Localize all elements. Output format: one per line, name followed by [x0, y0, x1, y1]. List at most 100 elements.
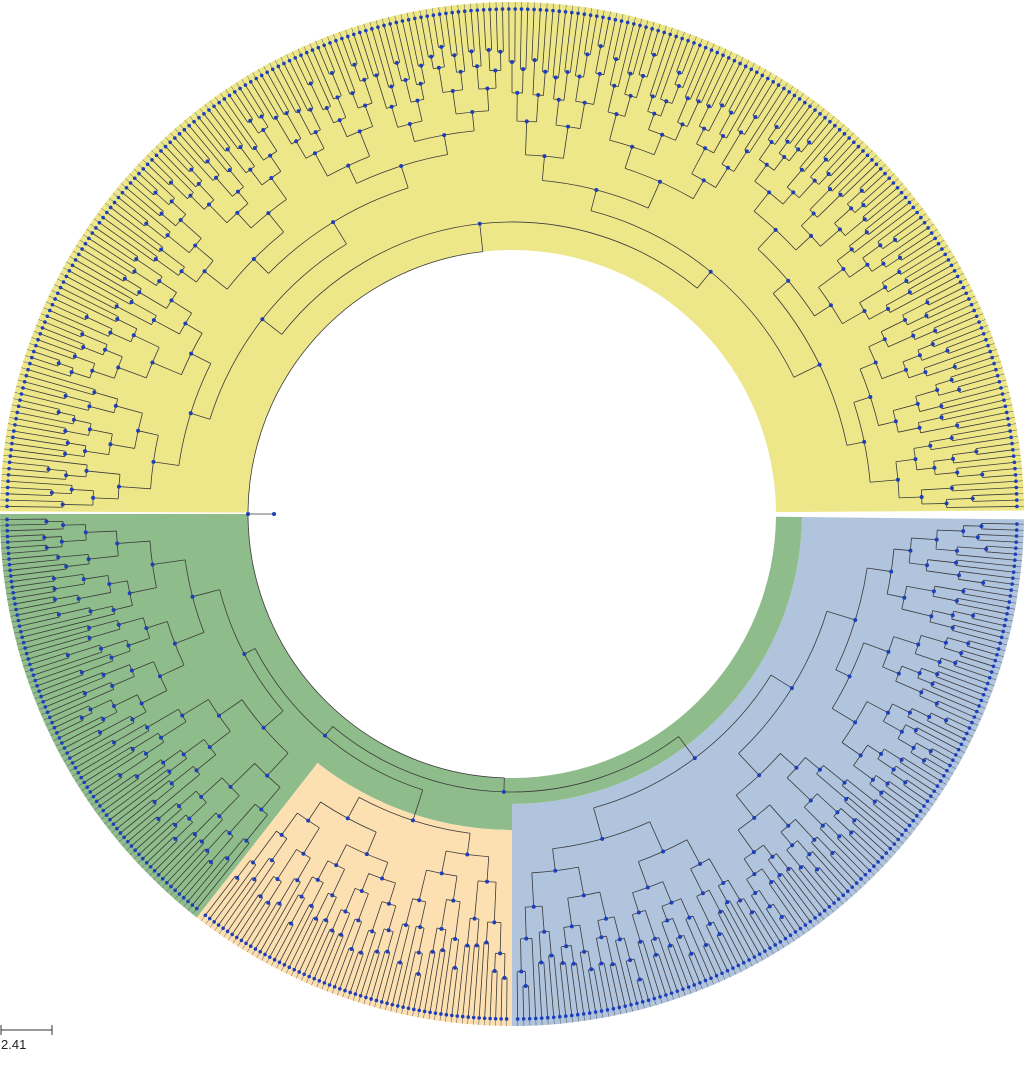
internal-node — [72, 354, 77, 359]
internal-node — [955, 548, 959, 553]
internal-node — [515, 90, 520, 95]
leaf-node — [833, 123, 837, 128]
internal-node — [116, 365, 121, 370]
internal-node — [350, 91, 355, 96]
leaf-node — [364, 28, 368, 33]
leaf-node — [406, 17, 411, 22]
internal-node — [407, 122, 412, 127]
leaf-node — [569, 1013, 574, 1018]
leaf-node — [190, 903, 195, 907]
internal-node — [597, 71, 602, 76]
internal-node — [188, 411, 193, 416]
leaf-node — [33, 678, 38, 683]
internal-node — [452, 53, 457, 58]
internal-node — [251, 257, 256, 262]
leaf-node — [182, 127, 187, 132]
internal-node — [934, 537, 939, 542]
leaf-node — [343, 988, 347, 993]
internal-node — [145, 725, 150, 730]
leaf-node — [28, 361, 32, 366]
internal-node — [56, 361, 61, 366]
nodes — [5, 7, 1019, 1021]
leaf-node — [270, 67, 275, 72]
leaf-node — [400, 19, 405, 23]
internal-node — [944, 501, 949, 506]
leaf-node — [55, 731, 59, 735]
leaf-node — [133, 848, 137, 853]
leaf-node — [29, 667, 34, 672]
internal-node — [858, 753, 863, 758]
internal-node — [706, 104, 711, 109]
leaf-node — [267, 955, 272, 959]
leaf-node — [169, 884, 173, 889]
internal-node — [152, 799, 157, 804]
leaf-node — [11, 590, 15, 595]
leaf-node — [10, 441, 14, 446]
internal-node — [235, 875, 240, 880]
leaf-node — [5, 504, 9, 509]
leaf-node — [935, 784, 940, 788]
internal-node — [83, 530, 88, 535]
leaf-node — [462, 9, 467, 14]
internal-node — [971, 613, 976, 618]
internal-node — [362, 77, 367, 82]
leaf-node — [50, 720, 54, 725]
leaf-node — [827, 905, 832, 909]
internal-node — [403, 922, 408, 927]
leaf-node — [919, 215, 923, 220]
internal-node — [725, 165, 730, 170]
internal-node — [798, 865, 803, 870]
leaf-node — [307, 974, 312, 979]
leaf-node — [499, 1017, 503, 1021]
internal-node — [352, 62, 357, 67]
leaf-node — [725, 968, 730, 973]
leaf-node — [808, 919, 813, 924]
leaf-node — [12, 429, 16, 433]
leaf-node — [847, 136, 851, 140]
leaf-node — [5, 523, 9, 527]
leaf-node — [539, 1016, 544, 1020]
internal-node — [442, 133, 447, 138]
internal-node — [916, 642, 921, 647]
internal-node — [122, 276, 127, 281]
leaf-node — [771, 79, 775, 84]
leaf-node — [782, 86, 786, 91]
leaf-node — [297, 970, 302, 974]
internal-node — [113, 403, 118, 408]
leaf-node — [981, 692, 986, 697]
leaf-node — [62, 746, 67, 750]
internal-node — [898, 255, 903, 260]
leaf-node — [234, 935, 239, 940]
leaf-node — [787, 90, 792, 94]
internal-node — [374, 73, 379, 78]
leaf-node — [788, 933, 793, 938]
leaf-node — [743, 64, 748, 69]
internal-node — [143, 751, 148, 756]
internal-node — [108, 442, 113, 447]
internal-node — [828, 187, 833, 192]
leaf-node — [1013, 552, 1018, 556]
internal-node — [485, 86, 490, 91]
internal-node — [934, 701, 939, 706]
internal-node — [65, 440, 70, 445]
internal-node — [720, 103, 725, 108]
internal-node — [399, 163, 404, 168]
leaf-node — [222, 97, 227, 101]
internal-node — [774, 124, 779, 129]
leaf-node — [32, 349, 36, 354]
leaf-node — [353, 992, 358, 996]
internal-node — [343, 909, 348, 914]
internal-node — [345, 816, 350, 821]
internal-node — [61, 523, 66, 528]
leaf-node — [521, 1017, 526, 1021]
internal-node — [955, 470, 960, 475]
leaf-node — [1008, 594, 1013, 598]
internal-node — [881, 261, 886, 266]
internal-node — [913, 728, 918, 733]
internal-node — [492, 920, 497, 925]
leaf-node — [876, 860, 880, 864]
leaf-node — [259, 73, 264, 78]
leaf-node — [150, 158, 154, 162]
leaf-node — [1010, 441, 1014, 446]
internal-node — [92, 390, 97, 395]
